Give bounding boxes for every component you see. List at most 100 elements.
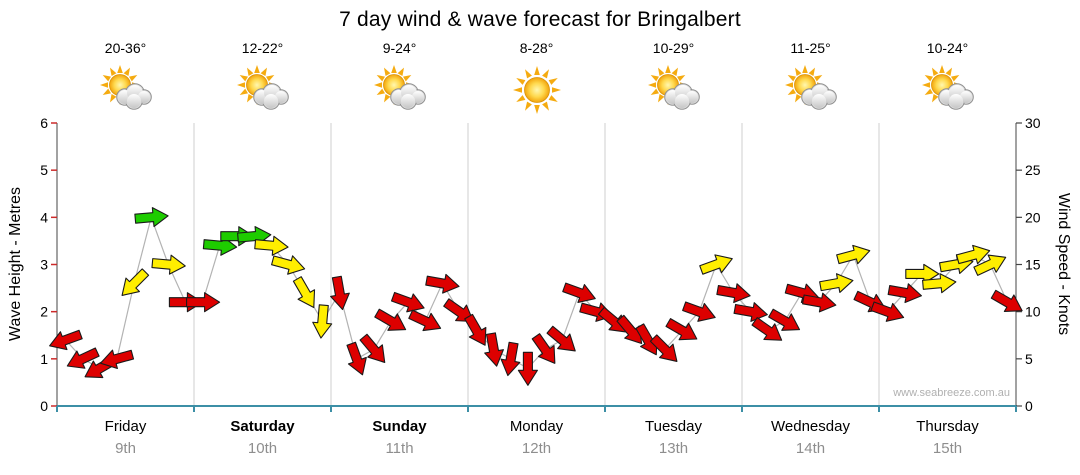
wind-arrow [99, 349, 135, 370]
right-axis-tick-label: 5 [1025, 351, 1033, 367]
wind-arrow [425, 273, 460, 294]
wind-arrow [408, 309, 442, 332]
wind-arrow [390, 291, 425, 313]
day-temp: 10-24° [926, 40, 969, 56]
wind-arrow [819, 273, 854, 293]
day-name: Monday [509, 418, 564, 435]
wind-arrow [121, 268, 150, 296]
wind-arrow [973, 254, 1007, 276]
day-name: Friday [104, 418, 147, 435]
day-label: Monday 12th [468, 418, 605, 457]
watermark: www.seabreeze.com.au [892, 387, 1010, 399]
day-temp: 20-36° [104, 40, 147, 56]
day-temp: 10-29° [652, 40, 695, 56]
day-temp: 9-24° [382, 40, 417, 56]
day-name: Wednesday [771, 418, 850, 435]
wind-arrow [186, 292, 221, 313]
wind-arrow [751, 317, 783, 341]
weather-icon [605, 62, 742, 118]
wind-arrow [733, 302, 768, 322]
day-date: 10th [247, 440, 278, 457]
sun-cloud-icon [373, 65, 426, 110]
wind-arrow [870, 301, 905, 322]
right-axis-tick-label: 30 [1025, 115, 1041, 131]
day-name: Saturday [230, 418, 295, 435]
wind-arrow [66, 347, 100, 369]
left-axis-tick-label: 1 [40, 351, 48, 367]
wind-arrow [464, 313, 487, 346]
sun-icon [512, 66, 561, 114]
sun-cloud-icon [647, 65, 700, 110]
sun-cloud-icon [921, 65, 974, 110]
sun-cloud-icon [99, 65, 152, 110]
wind-arrow [330, 275, 350, 311]
wind-arrow [768, 308, 801, 331]
wind-arrow [271, 255, 306, 275]
day-temp: 11-25° [790, 40, 831, 56]
weather-icon [468, 62, 605, 118]
day-label: Thursday 15th [879, 418, 1016, 457]
left-axis-tick-label: 0 [40, 398, 48, 414]
wind-arrow [484, 332, 504, 367]
left-axis-tick-label: 5 [40, 162, 48, 178]
day-date: 9th [115, 440, 136, 457]
day-date: 15th [932, 440, 963, 457]
wind-arrow [802, 292, 837, 313]
wind-arrow [922, 273, 957, 294]
wind-arrow [292, 276, 316, 309]
right-axis-tick-label: 25 [1025, 162, 1041, 178]
wind-arrow [517, 351, 538, 386]
wind-arrow [346, 341, 367, 376]
wind-arrow [374, 308, 407, 331]
page-title: 7 day wind & wave forecast for Bringalbe… [339, 8, 741, 31]
day-temp: 12-22° [241, 40, 284, 56]
wind-arrow [990, 289, 1023, 312]
day-label: Saturday 10th [194, 418, 331, 457]
wind-arrow [716, 283, 751, 304]
day-labels-row: Friday 9th Saturday 10th Sunday 11th Mon… [57, 418, 1016, 457]
right-axis-tick-label: 10 [1025, 304, 1041, 320]
wind-arrow [254, 235, 289, 256]
wind-arrow [500, 341, 521, 377]
right-axis-tick-label: 15 [1025, 257, 1041, 273]
weather-icon [879, 62, 1016, 118]
day-name: Tuesday [645, 418, 702, 435]
wind-arrow [312, 304, 333, 339]
left-axis-tick-label: 3 [40, 257, 48, 273]
day-label: Wednesday 14th [742, 418, 879, 457]
wind-arrow [49, 329, 83, 351]
day-date: 14th [795, 440, 826, 457]
wind-arrow [597, 306, 628, 333]
day-label: Friday 9th [57, 418, 194, 457]
weather-icon [194, 62, 331, 118]
wind-arrow [531, 333, 556, 364]
day-name: Thursday [916, 418, 979, 435]
day-date: 11th [385, 440, 414, 457]
temperature-row: 20-36° 12-22° 9-24° 8-28° 10-29° 11-25° … [57, 40, 1016, 56]
wind-arrow [151, 254, 186, 275]
wind-arrow [956, 244, 991, 265]
wind-arrow [665, 318, 698, 341]
weather-icon [742, 62, 879, 118]
wind-arrow [699, 254, 733, 275]
weather-icon [331, 62, 468, 118]
wind-arrow [682, 301, 716, 322]
wind-arrow [649, 334, 678, 362]
left-axis-tick-label: 6 [40, 115, 48, 131]
sun-cloud-icon [784, 65, 837, 110]
right-axis-tick-label: 20 [1025, 209, 1041, 225]
wind-arrow [443, 298, 474, 323]
wind-arrow [887, 283, 922, 304]
wind-arrow [546, 325, 576, 352]
wind-arrow [836, 244, 871, 265]
wind-arrow [359, 333, 386, 363]
day-date: 12th [521, 440, 552, 457]
wind-arrow [905, 263, 940, 284]
left-axis-tick-label: 2 [40, 304, 48, 320]
day-name: Sunday [372, 418, 427, 435]
wind-arrow [562, 282, 596, 303]
day-label: Sunday 11th [331, 418, 468, 457]
weather-icon [57, 62, 194, 118]
